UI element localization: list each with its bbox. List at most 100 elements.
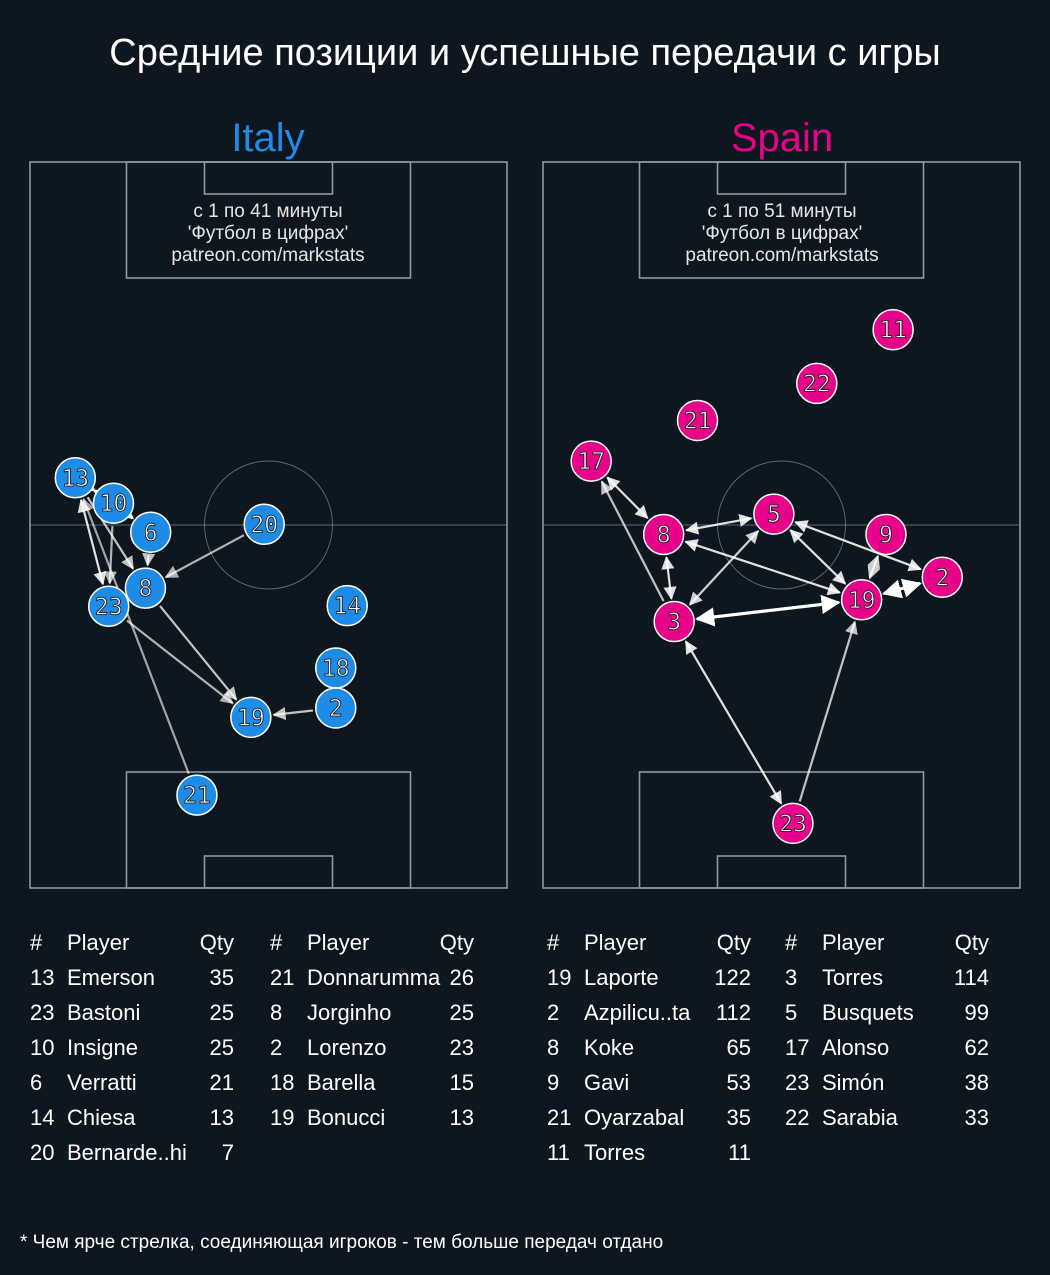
team-name-italy: Italy xyxy=(231,116,305,160)
table-row: 8 Jorginho 25 xyxy=(270,1000,480,1035)
cell-player: Torres xyxy=(584,1140,646,1165)
cell-player: Busquets xyxy=(822,1000,914,1025)
table-row: 11 Torres 11 xyxy=(547,1140,757,1175)
cell-player: Insigne xyxy=(67,1035,138,1060)
pitch-maps: 13 10 6 20 8 23 14 18 2 19 21 11 22 21 17 5 8 9 2 19 3 23 xyxy=(29,161,1021,889)
table-row: 13 Emerson 35 xyxy=(30,965,240,1000)
player-number-label: 20 xyxy=(250,512,278,538)
cell-qty: 25 xyxy=(209,1000,234,1025)
player-marker-23 xyxy=(87,585,130,628)
cell-num: 11 xyxy=(547,1140,570,1165)
cell-num: 14 xyxy=(30,1105,55,1130)
pass-arrow-10-6 xyxy=(113,499,135,520)
table-header-row: # Player Qty xyxy=(30,930,240,965)
cell-num: 3 xyxy=(785,965,798,990)
cell-player: Oyarzabal xyxy=(584,1105,685,1130)
pass-arrow-8-19 xyxy=(159,605,238,701)
cell-num: 17 xyxy=(785,1035,810,1060)
cell-qty: 11 xyxy=(728,1140,751,1165)
cell-player: Simón xyxy=(822,1070,885,1095)
cell-num: 22 xyxy=(785,1105,810,1130)
cell-player: Player xyxy=(822,930,885,955)
player-marker-23 xyxy=(772,802,814,845)
player-number-label: 9 xyxy=(879,522,893,548)
info-line: patreon.com/markstats xyxy=(171,245,365,266)
pass-arrow-9-19 xyxy=(867,554,880,580)
player-number-label: 2 xyxy=(935,565,949,591)
cell-qty: Qty xyxy=(439,930,474,955)
player-marker-2 xyxy=(315,687,357,729)
cell-player: Koke xyxy=(584,1035,635,1060)
player-number-label: 2 xyxy=(329,696,343,722)
cell-player: Barella xyxy=(307,1070,376,1095)
pitch-italy: 13 10 6 20 8 23 14 18 2 19 21 xyxy=(29,161,508,889)
cell-qty: 25 xyxy=(449,1000,474,1025)
cell-qty: 65 xyxy=(726,1035,751,1060)
six-yard-box-bottom xyxy=(203,855,334,889)
player-number-label: 6 xyxy=(144,520,158,546)
player-number-label: 11 xyxy=(879,318,907,344)
player-marker-13 xyxy=(54,457,97,499)
cell-qty: 23 xyxy=(449,1035,474,1060)
player-number-label: 18 xyxy=(322,656,350,682)
cell-qty: 13 xyxy=(449,1105,474,1130)
cell-num: 18 xyxy=(270,1070,295,1095)
cell-num: 2 xyxy=(547,1000,560,1025)
player-marker-19 xyxy=(230,696,272,739)
player-marker-21 xyxy=(676,399,719,442)
info-line: 'Футбол в цифрах' xyxy=(701,223,863,244)
cell-num: 21 xyxy=(270,965,295,990)
table-italy-right: # Player Qty 21 Donnarumma 26 8 Jorginho 25 2 Lore… xyxy=(270,930,480,1140)
table-row: 19 Laporte 122 xyxy=(547,965,757,1000)
page-title: Средние позиции и успешные передачи с иг… xyxy=(109,32,941,74)
pass-arrow-19-2 xyxy=(881,578,922,599)
pass-arrow-2-19 xyxy=(272,706,314,721)
cell-num: 9 xyxy=(547,1070,560,1095)
table-row: 3 Torres 114 xyxy=(785,965,995,1000)
player-marker-14 xyxy=(326,584,368,627)
info-line: 'Футбол в цифрах' xyxy=(187,223,349,244)
table-header-row: # Player Qty xyxy=(785,930,995,965)
cell-qty: 21 xyxy=(209,1070,234,1095)
table-row: 19 Bonucci 13 xyxy=(270,1105,480,1140)
info-line: с 1 по 51 минуты xyxy=(707,201,857,222)
cell-num: # xyxy=(785,930,798,955)
cell-qty: 62 xyxy=(964,1035,989,1060)
cell-player: Bastoni xyxy=(67,1000,141,1025)
cell-qty: 33 xyxy=(964,1105,989,1130)
player-number-label: 23 xyxy=(95,594,123,620)
cell-qty: 13 xyxy=(209,1105,234,1130)
cell-player: Torres xyxy=(822,965,884,990)
cell-player: Azpilicu..ta xyxy=(584,1000,691,1025)
table-row: 2 Lorenzo 23 xyxy=(270,1035,480,1070)
cell-player: Player xyxy=(584,930,647,955)
table-row: 5 Busquets 99 xyxy=(785,1000,995,1035)
table-row: 18 Barella 15 xyxy=(270,1070,480,1105)
center-circle xyxy=(204,460,333,590)
cell-player: Lorenzo xyxy=(307,1035,387,1060)
player-number-label: 23 xyxy=(779,811,807,837)
pass-arrow-17-8 xyxy=(606,476,649,520)
table-row: 23 Simón 38 xyxy=(785,1070,995,1105)
table-spain-right: # Player Qty 3 Torres 114 5 Busquets 99 17 Alonso 6… xyxy=(785,930,995,1140)
info-spain: с 1 по 51 минуты 'Футбол в цифрах' patre… xyxy=(642,201,922,267)
cell-player: Gavi xyxy=(584,1070,630,1095)
cell-num: 6 xyxy=(30,1070,43,1095)
cell-num: 23 xyxy=(785,1070,810,1095)
cell-player: Alonso xyxy=(822,1035,890,1060)
player-marker-17 xyxy=(570,440,612,482)
pass-arrow-8-5 xyxy=(685,513,753,535)
cell-player: Bonucci xyxy=(307,1105,386,1130)
pass-arrow-20-8 xyxy=(164,534,245,579)
player-marker-2 xyxy=(921,556,963,599)
cell-qty: Qty xyxy=(954,930,989,955)
player-marker-8 xyxy=(642,513,685,556)
player-marker-5 xyxy=(753,493,795,535)
pass-arrow-3-17 xyxy=(600,480,665,602)
cell-qty: 26 xyxy=(449,965,474,990)
cell-player: Chiesa xyxy=(67,1105,136,1130)
cell-num: 10 xyxy=(30,1035,55,1060)
cell-qty: 122 xyxy=(714,965,751,990)
info-line: patreon.com/markstats xyxy=(685,245,879,266)
cell-qty: 114 xyxy=(953,965,989,990)
